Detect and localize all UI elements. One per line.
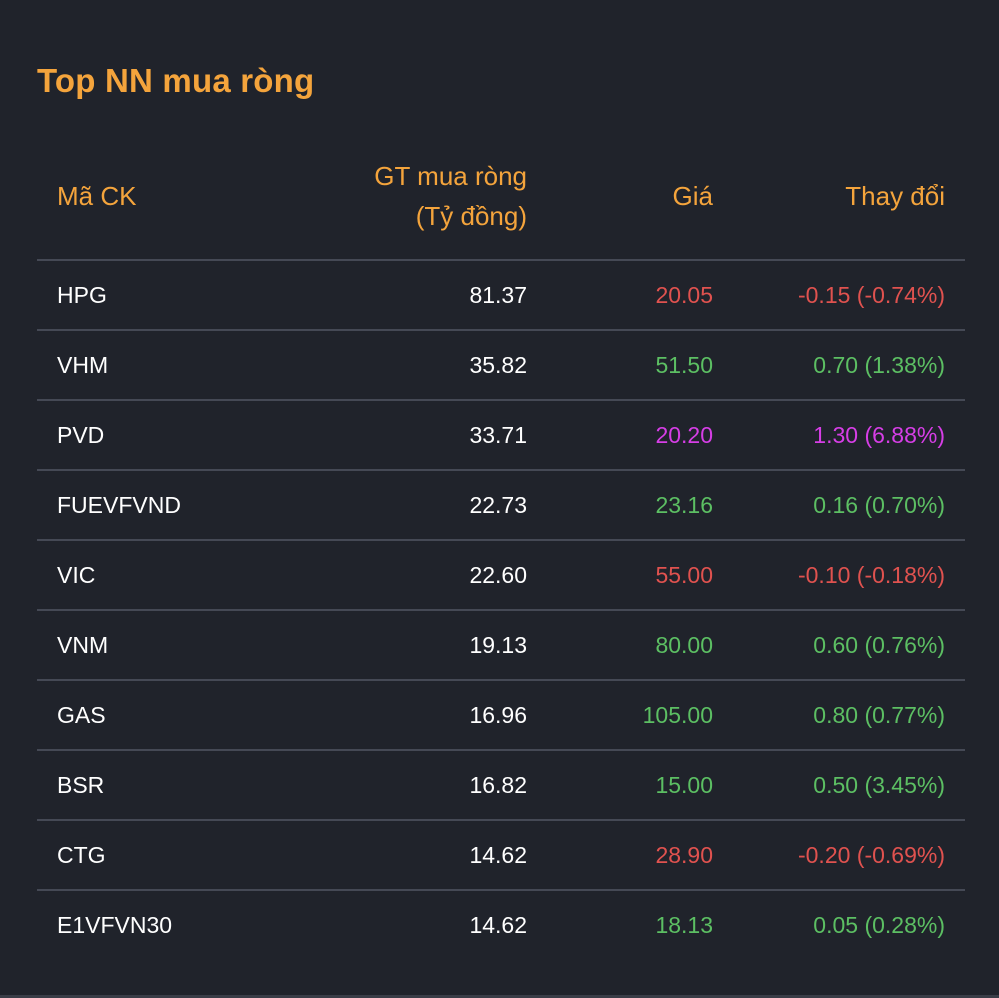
table-row[interactable]: VIC 22.60 55.00 -0.10 (-0.18%) bbox=[37, 541, 965, 611]
price-change: -0.15 (-0.74%) bbox=[797, 282, 945, 308]
price: 28.90 bbox=[655, 842, 713, 868]
header-net-buy-value[interactable]: GT mua ròng (Tỷ đồng) bbox=[374, 156, 527, 236]
price: 80.00 bbox=[655, 632, 713, 658]
price-change: 0.70 (1.38%) bbox=[813, 352, 945, 378]
table-row[interactable]: HPG 81.37 20.05 -0.15 (-0.74%) bbox=[37, 261, 965, 331]
foreign-net-buy-table: Mã CK GT mua ròng (Tỷ đồng) Giá Thay đổi… bbox=[37, 148, 965, 959]
net-buy-value: 16.96 bbox=[469, 702, 527, 728]
table-row[interactable]: PVD 33.71 20.20 1.30 (6.88%) bbox=[37, 401, 965, 471]
price: 51.50 bbox=[655, 352, 713, 378]
price-change: -0.10 (-0.18%) bbox=[797, 562, 945, 588]
header-code[interactable]: Mã CK bbox=[57, 181, 137, 211]
net-buy-value: 14.62 bbox=[469, 842, 527, 868]
header-price[interactable]: Giá bbox=[672, 181, 713, 211]
table-header: Mã CK GT mua ròng (Tỷ đồng) Giá Thay đổi bbox=[37, 148, 965, 261]
net-buy-value: 19.13 bbox=[469, 632, 527, 658]
price-change: 0.05 (0.28%) bbox=[813, 912, 945, 938]
stock-code[interactable]: CTG bbox=[57, 842, 106, 868]
price-change: 1.30 (6.88%) bbox=[813, 422, 945, 448]
table-row[interactable]: GAS 16.96 105.00 0.80 (0.77%) bbox=[37, 681, 965, 751]
table-row[interactable]: BSR 16.82 15.00 0.50 (3.45%) bbox=[37, 751, 965, 821]
price-change: 0.16 (0.70%) bbox=[813, 492, 945, 518]
net-buy-value: 35.82 bbox=[469, 352, 527, 378]
header-change[interactable]: Thay đổi bbox=[845, 181, 945, 211]
table-row[interactable]: E1VFVN30 14.62 18.13 0.05 (0.28%) bbox=[37, 891, 965, 959]
stock-code[interactable]: GAS bbox=[57, 702, 106, 728]
price: 20.05 bbox=[655, 282, 713, 308]
price: 23.16 bbox=[655, 492, 713, 518]
price: 105.00 bbox=[642, 702, 713, 728]
price: 15.00 bbox=[655, 772, 713, 798]
stock-code[interactable]: VHM bbox=[57, 352, 109, 378]
table-row[interactable]: FUEVFVND 22.73 23.16 0.16 (0.70%) bbox=[37, 471, 965, 541]
table-row[interactable]: VNM 19.13 80.00 0.60 (0.76%) bbox=[37, 611, 965, 681]
net-buy-value: 22.73 bbox=[469, 492, 527, 518]
table-row[interactable]: VHM 35.82 51.50 0.70 (1.38%) bbox=[37, 331, 965, 401]
price-change: 0.80 (0.77%) bbox=[813, 702, 945, 728]
net-buy-value: 16.82 bbox=[469, 772, 527, 798]
stock-code[interactable]: FUEVFVND bbox=[57, 492, 181, 518]
price-change: 0.50 (3.45%) bbox=[813, 772, 945, 798]
net-buy-value: 33.71 bbox=[469, 422, 527, 448]
table-row[interactable]: CTG 14.62 28.90 -0.20 (-0.69%) bbox=[37, 821, 965, 891]
stock-code[interactable]: HPG bbox=[57, 282, 107, 308]
price: 55.00 bbox=[655, 562, 713, 588]
price: 18.13 bbox=[655, 912, 713, 938]
price: 20.20 bbox=[655, 422, 713, 448]
net-buy-value: 81.37 bbox=[469, 282, 527, 308]
stock-code[interactable]: BSR bbox=[57, 772, 105, 798]
stock-code[interactable]: E1VFVN30 bbox=[57, 912, 173, 938]
net-buy-value: 22.60 bbox=[469, 562, 527, 588]
header-net-buy-value-line1: GT mua ròng bbox=[374, 161, 527, 191]
page-title: Top NN mua ròng bbox=[37, 62, 315, 99]
stock-code[interactable]: PVD bbox=[57, 422, 105, 448]
bottom-divider bbox=[0, 995, 999, 998]
net-buy-value: 14.62 bbox=[469, 912, 527, 938]
price-change: -0.20 (-0.69%) bbox=[797, 842, 945, 868]
stock-code[interactable]: VNM bbox=[57, 632, 109, 658]
header-net-buy-value-line2: (Tỷ đồng) bbox=[415, 201, 527, 231]
price-change: 0.60 (0.76%) bbox=[813, 632, 945, 658]
stock-code[interactable]: VIC bbox=[57, 562, 96, 588]
